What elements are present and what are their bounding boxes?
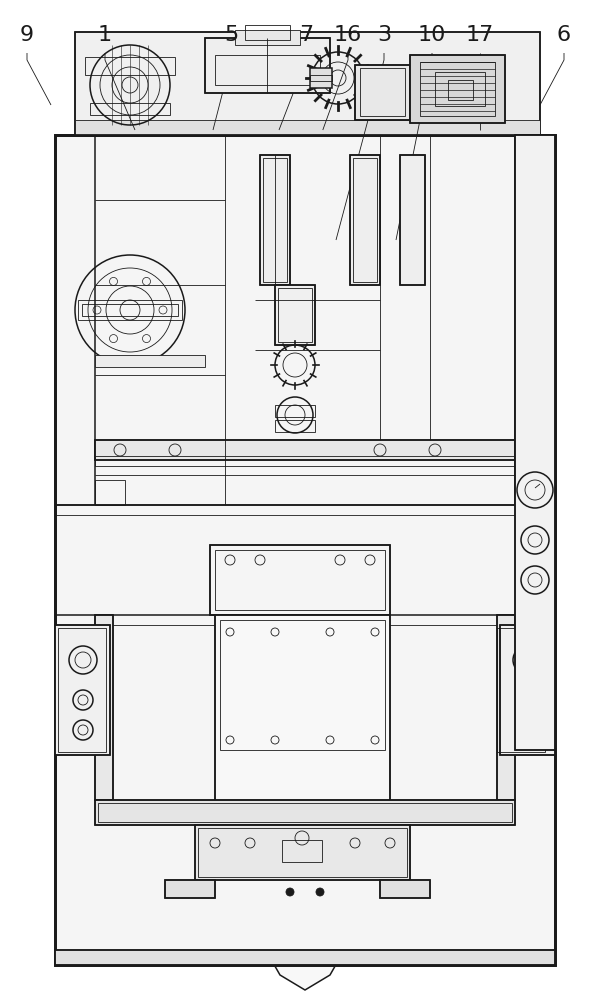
Bar	[435, 72, 485, 106]
Bar	[75, 32, 540, 135]
Bar	[55, 950, 555, 965]
Bar	[165, 880, 215, 898]
Bar	[360, 68, 405, 116]
Bar	[95, 440, 515, 460]
Bar	[195, 825, 410, 880]
Bar	[215, 550, 385, 610]
Bar	[75, 32, 540, 135]
Text: 3: 3	[377, 25, 391, 45]
Polygon shape	[250, 880, 360, 990]
Bar	[275, 420, 315, 432]
Bar	[278, 288, 312, 342]
Bar	[400, 155, 425, 285]
Bar	[497, 628, 545, 752]
Bar	[400, 155, 425, 285]
Bar	[410, 55, 505, 123]
Bar	[198, 828, 407, 877]
Bar	[90, 103, 170, 115]
Bar	[355, 65, 410, 120]
Bar	[95, 456, 515, 466]
Bar	[260, 155, 290, 285]
Bar	[500, 625, 555, 755]
Bar	[205, 38, 330, 93]
Bar	[235, 30, 300, 45]
Bar	[55, 950, 555, 965]
Bar	[500, 625, 555, 755]
Bar	[58, 628, 106, 752]
Text: 7: 7	[299, 25, 313, 45]
Bar	[98, 803, 512, 822]
Bar	[353, 158, 377, 282]
Bar	[350, 155, 380, 285]
Bar	[95, 615, 113, 800]
Bar	[95, 440, 515, 460]
Bar	[245, 25, 290, 40]
Bar	[215, 615, 390, 815]
Bar	[448, 80, 473, 100]
Bar	[95, 800, 515, 825]
Bar	[215, 615, 390, 815]
Bar	[95, 355, 205, 367]
Bar	[55, 135, 555, 965]
Bar	[75, 120, 540, 135]
Bar	[263, 158, 287, 282]
Bar	[78, 300, 182, 320]
Bar	[95, 615, 113, 800]
Bar	[55, 625, 110, 755]
Bar	[515, 135, 555, 750]
Text: 16: 16	[334, 25, 362, 45]
Text: 10: 10	[418, 25, 446, 45]
Text: 17: 17	[466, 25, 494, 45]
Bar	[275, 285, 315, 345]
Bar	[165, 880, 215, 898]
Bar	[310, 75, 332, 81]
Bar	[82, 304, 178, 316]
Bar	[210, 545, 390, 615]
Bar	[55, 625, 110, 755]
Bar	[210, 545, 390, 615]
Bar	[215, 55, 320, 85]
Bar	[205, 38, 330, 93]
Text: 6: 6	[557, 25, 571, 45]
Bar	[355, 65, 410, 120]
Bar	[497, 615, 515, 800]
Bar	[55, 135, 555, 965]
Bar	[275, 405, 315, 417]
Text: 9: 9	[20, 25, 34, 45]
Circle shape	[316, 888, 324, 896]
Bar	[350, 155, 380, 285]
Bar	[282, 840, 322, 862]
Bar	[497, 615, 515, 800]
Bar	[410, 55, 505, 123]
Circle shape	[286, 888, 294, 896]
Polygon shape	[255, 545, 350, 585]
Bar	[220, 620, 385, 750]
Bar	[380, 880, 430, 898]
Bar	[85, 57, 175, 75]
Bar	[380, 880, 430, 898]
Text: 1: 1	[98, 25, 112, 45]
Bar	[195, 825, 410, 880]
Bar	[95, 800, 515, 825]
Text: 5: 5	[224, 25, 238, 45]
Bar	[260, 155, 290, 285]
Bar	[515, 135, 555, 750]
Bar	[310, 68, 332, 88]
Bar	[95, 480, 125, 505]
Bar	[420, 62, 495, 116]
Polygon shape	[175, 505, 430, 545]
Bar	[275, 285, 315, 345]
